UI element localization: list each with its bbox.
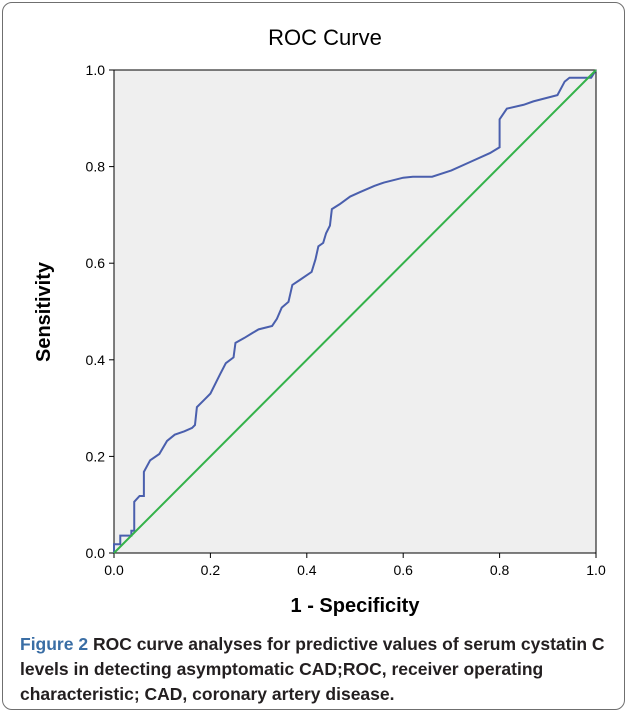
x-axis-tick-labels: 0.0 0.2 0.4 0.6 0.8 1.0 [104,562,606,578]
y-tick-label: 0.2 [86,448,106,464]
figure-caption-text: ROC curve analyses for predictive values… [20,634,605,704]
x-tick-label: 0.8 [490,562,510,578]
y-tick-label: 0.8 [86,159,106,175]
y-tick-label: 1.0 [86,62,106,78]
x-tick-label: 0.6 [393,562,413,578]
tick-marks [109,69,597,558]
y-tick-label: 0.0 [86,545,106,561]
y-axis-tick-labels: 0.0 0.2 0.4 0.6 0.8 1.0 [86,62,106,561]
y-axis-title: Sensitivity [33,261,55,362]
reference-diagonal-line [113,69,597,554]
x-tick-label: 0.2 [201,562,221,578]
figure-caption: Figure 2 ROC curve analyses for predicti… [20,632,610,707]
x-axis-title: 1 - Specificity [291,595,421,617]
roc-chart: ROC Curve 0.0 0.2 0.4 0.6 0.8 1.0 0.00.20.40.… [33,25,606,617]
chart-title: ROC Curve [268,25,382,50]
x-tick-label: 0.0 [104,562,124,578]
y-tick-label: 0.4 [86,352,106,368]
figure-label: Figure 2 [20,634,89,654]
x-tick-label: 1.0 [586,562,606,578]
roc-curve-line [113,69,597,553]
x-tick-label: 0.4 [297,562,317,578]
y-tick-label: 0.6 [86,255,106,271]
